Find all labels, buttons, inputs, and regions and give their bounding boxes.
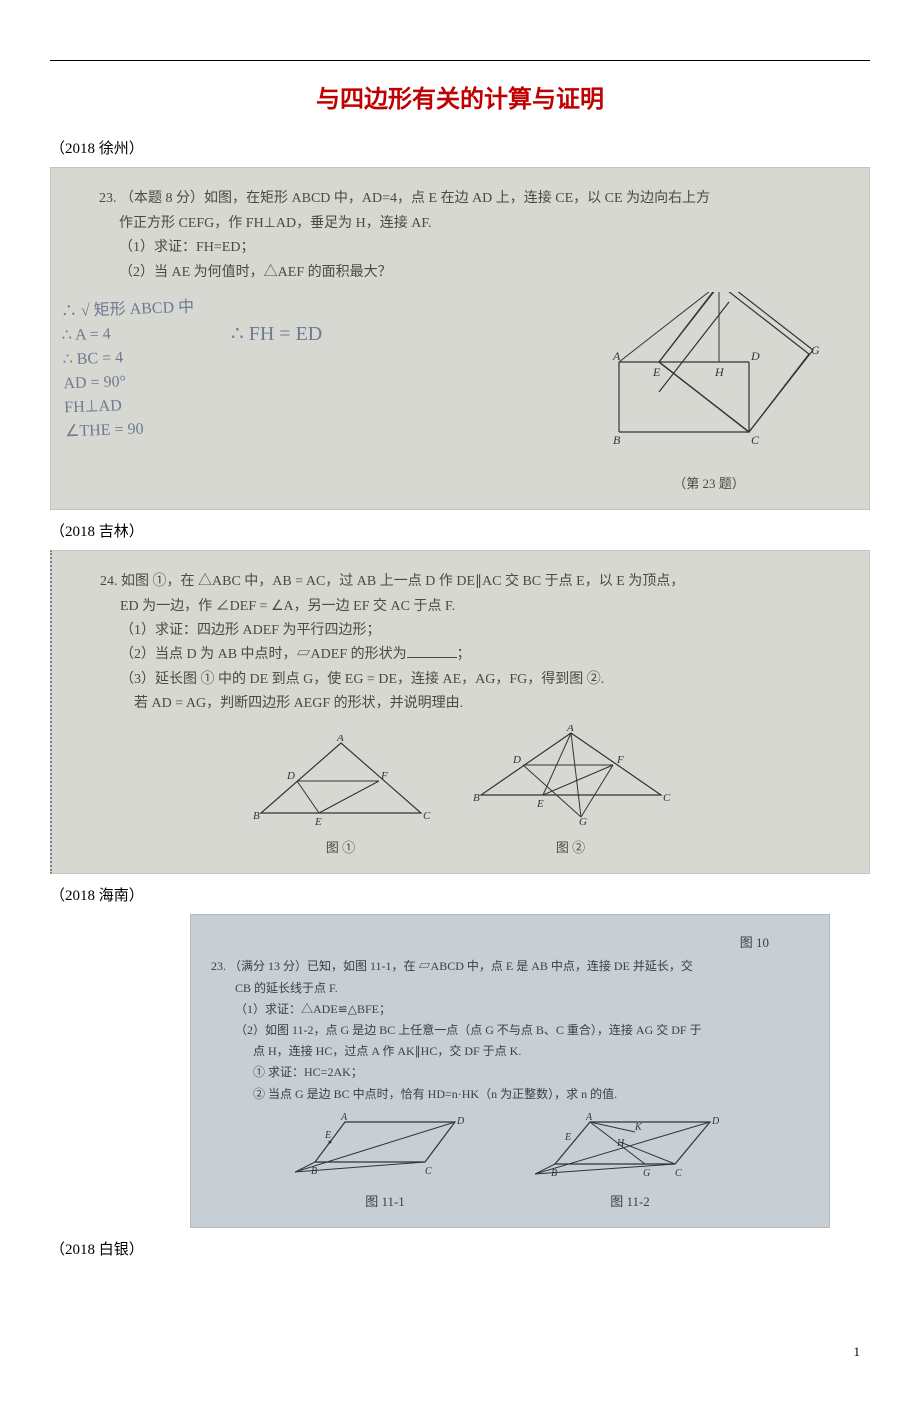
q2-stem-line1: 24. 如图 ①，在 △ABC 中，AB = AC，过 AB 上一点 D 作 D… <box>72 571 849 593</box>
q2-blank <box>407 644 457 658</box>
svg-text:D: D <box>711 1116 720 1127</box>
q1-part2: （2）当 AE 为何值时，△AEF 的面积最大？ <box>71 262 849 284</box>
q2-figure-2: A B C D E F G <box>471 725 671 825</box>
q2-p2a: （2）当点 D 为 AB 中点时，▱ADEF 的形状为 <box>120 647 407 662</box>
q3-figure-2: A D B C E F G H K <box>535 1112 725 1182</box>
q2-part3a: （3）延长图 ① 中的 DE 到点 G，使 EG = DE，连接 AE，AG，F… <box>72 669 849 691</box>
svg-text:C: C <box>675 1168 682 1179</box>
q1-stem-a: （本题 8 分）如图，在矩形 ABCD 中，AD=4，点 E 在边 AD 上，连… <box>120 191 710 206</box>
question-2-scan: 24. 如图 ①，在 △ABC 中，AB = AC，过 AB 上一点 D 作 D… <box>50 550 870 874</box>
question-3-scan: 图 10 23. （满分 13 分）已知，如图 11-1，在 ▱ABCD 中，点… <box>190 914 830 1228</box>
q2-stem-line2: ED 为一边，作 ∠DEF = ∠A，另一边 EF 交 AC 于点 F. <box>72 596 849 618</box>
q2-stem-a: 如图 ①，在 △ABC 中，AB = AC，过 AB 上一点 D 作 DE∥AC… <box>121 574 684 589</box>
svg-text:C: C <box>425 1166 432 1177</box>
q2-part2: （2）当点 D 为 AB 中点时，▱ADEF 的形状为 ； <box>72 644 849 666</box>
q3-part2-1: ① 求证：HC=2AK； <box>211 1063 809 1082</box>
q2-p2b: ； <box>457 647 471 662</box>
svg-text:G: G <box>811 343 819 357</box>
q3-part1: （1）求证：△ADE≌△BFE； <box>211 1000 809 1019</box>
q3-part2a: （2）如图 11-2，点 G 是边 BC 上任意一点（点 G 不与点 B、C 重… <box>211 1021 809 1040</box>
question-1-scan: 23. （本题 8 分）如图，在矩形 ABCD 中，AD=4，点 E 在边 AD… <box>50 167 870 510</box>
q1-stem-line2: 作正方形 CEFG，作 FH⊥AD，垂足为 H，连接 AF. <box>71 213 849 235</box>
svg-text:D: D <box>750 349 760 363</box>
q3-number: 23. <box>211 959 226 973</box>
svg-text:E: E <box>314 816 322 825</box>
svg-text:B: B <box>473 792 480 804</box>
q1-figure-caption: （第 23 题） <box>599 474 819 495</box>
q2-figure-1: A B C D E F <box>251 735 431 825</box>
svg-text:B: B <box>253 810 260 822</box>
svg-text:K: K <box>634 1122 643 1133</box>
source-label-4: （2018 白银） <box>50 1238 870 1262</box>
svg-text:E: E <box>324 1130 331 1141</box>
source-label-1: （2018 徐州） <box>50 137 870 161</box>
q2-part1: （1）求证：四边形 ADEF 为平行四边形； <box>72 620 849 642</box>
source-label-2: （2018 吉林） <box>50 520 870 544</box>
q3-topright: 图 10 <box>211 933 809 954</box>
q1-number: 23. <box>99 191 117 206</box>
svg-text:H: H <box>616 1138 625 1149</box>
svg-text:E: E <box>652 365 661 379</box>
page-title: 与四边形有关的计算与证明 <box>50 81 870 119</box>
q3-part2-2: ② 当点 G 是边 BC 中点时，恰有 HD=n·HK（n 为正整数），求 n … <box>211 1085 809 1104</box>
svg-text:C: C <box>663 792 671 804</box>
q1-figure: A D B C E H F G <box>599 292 819 462</box>
svg-text:H: H <box>714 365 725 379</box>
svg-text:D: D <box>456 1116 465 1127</box>
q3-stem-line2: CB 的延长线于点 F. <box>211 979 809 998</box>
q1-handwriting-mid: ∴ FH = ED <box>231 318 322 350</box>
svg-text:D: D <box>512 754 521 766</box>
svg-text:B: B <box>613 433 621 447</box>
q3-stem-line1: 23. （满分 13 分）已知，如图 11-1，在 ▱ABCD 中，点 E 是 … <box>211 957 809 976</box>
q2-part3b: 若 AD = AG，判断四边形 AEGF 的形状，并说明理由. <box>72 693 849 715</box>
svg-text:C: C <box>423 810 431 822</box>
q2-caption-1: 图 ① <box>251 838 431 859</box>
source-label-3: （2018 海南） <box>50 884 870 908</box>
svg-text:F: F <box>616 754 624 766</box>
svg-text:G: G <box>579 816 587 825</box>
svg-text:A: A <box>612 349 621 363</box>
svg-text:A: A <box>336 735 344 744</box>
q3-caption-1: 图 11-1 <box>295 1192 475 1213</box>
svg-text:F: F <box>380 770 388 782</box>
page-number: 1 <box>50 1342 870 1363</box>
top-rule <box>50 60 870 61</box>
q2-caption-2: 图 ② <box>471 838 671 859</box>
q3-stem-a: （满分 13 分）已知，如图 11-1，在 ▱ABCD 中，点 E 是 AB 中… <box>229 959 693 973</box>
svg-text:A: A <box>585 1112 593 1123</box>
svg-text:E: E <box>536 798 544 810</box>
q3-caption-2: 图 11-2 <box>535 1192 725 1213</box>
q3-figure-1: A D B C E F <box>295 1112 475 1182</box>
svg-text:G: G <box>643 1168 650 1179</box>
q2-number: 24. <box>100 574 118 589</box>
svg-text:A: A <box>340 1112 348 1123</box>
q3-part2b: 点 H，连接 HC，过点 A 作 AK∥HC，交 DF 于点 K. <box>211 1042 809 1061</box>
svg-text:D: D <box>286 770 295 782</box>
svg-text:C: C <box>751 433 760 447</box>
q1-handwriting-left: ∴ √ 矩形 ABCD 中 ∴ A = 4 ∴ BC = 4 AD = 90° … <box>61 296 199 445</box>
q1-part1: （1）求证：FH=ED； <box>71 237 849 259</box>
svg-text:E: E <box>564 1132 571 1143</box>
q1-stem-line1: 23. （本题 8 分）如图，在矩形 ABCD 中，AD=4，点 E 在边 AD… <box>71 188 849 210</box>
svg-text:B: B <box>311 1166 317 1177</box>
svg-text:B: B <box>551 1168 557 1179</box>
svg-text:A: A <box>566 725 574 734</box>
